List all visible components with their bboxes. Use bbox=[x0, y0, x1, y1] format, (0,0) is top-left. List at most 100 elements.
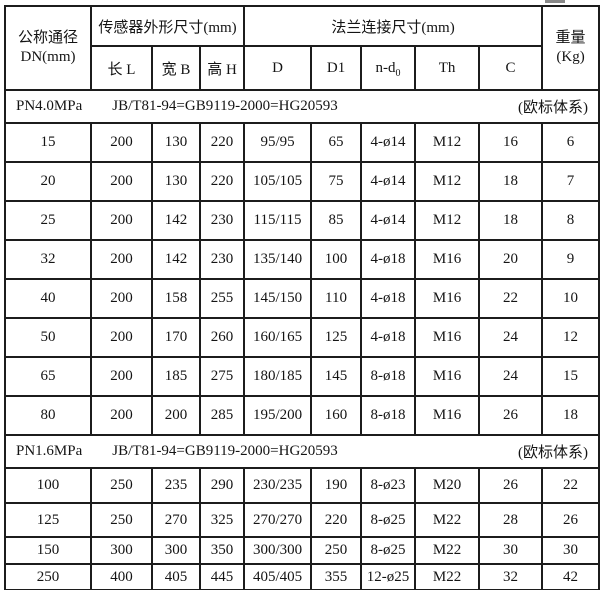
table-cell: 200 bbox=[90, 356, 153, 397]
table-cell: 20 bbox=[4, 161, 92, 202]
table-cell: 100 bbox=[4, 467, 92, 504]
table-cell: M16 bbox=[414, 317, 481, 358]
table-cell: 285 bbox=[198, 395, 246, 436]
table-row: 40 200 158 255 145/150 110 4-ø18 M16 22 10 bbox=[4, 278, 600, 319]
table-cell: 4-ø14 bbox=[360, 122, 417, 163]
table-cell: 7 bbox=[541, 161, 600, 202]
table-cell: 18 bbox=[478, 161, 544, 202]
table-cell: 145 bbox=[310, 356, 363, 397]
header-nominal-diameter-line1: 公称通径 bbox=[17, 30, 78, 46]
table-cell: 160/165 bbox=[243, 317, 313, 358]
table-cell: 275 bbox=[198, 356, 246, 397]
table-row: 80 200 200 285 195/200 160 8-ø18 M16 26 18 bbox=[4, 395, 600, 436]
table-cell: 8-ø23 bbox=[360, 467, 417, 504]
table-cell: 80 bbox=[4, 395, 92, 436]
table-cell: M22 bbox=[414, 563, 481, 590]
clipped-text-fragment bbox=[545, 0, 565, 3]
table-cell: 125 bbox=[4, 502, 92, 538]
table-row: 32 200 142 230 135/140 100 4-ø18 M16 20 9 bbox=[4, 239, 600, 280]
table-cell: M22 bbox=[414, 502, 481, 538]
table-cell: 8-ø25 bbox=[360, 536, 417, 565]
table-cell: 200 bbox=[90, 239, 153, 280]
table-cell: 405/405 bbox=[243, 563, 313, 590]
header-length-l: 长 L bbox=[90, 45, 153, 91]
table-cell: 200 bbox=[90, 122, 153, 163]
table-cell: 16 bbox=[478, 122, 544, 163]
table-cell: 95/95 bbox=[243, 122, 313, 163]
header-d1: D1 bbox=[310, 45, 363, 91]
table-cell: 142 bbox=[151, 200, 201, 241]
section-cell: PN4.0MPa JB/T81-94=GB9119-2000=HG20593 (欧标… bbox=[3, 89, 600, 124]
table-cell: 200 bbox=[90, 278, 153, 319]
table-cell: 220 bbox=[198, 122, 246, 163]
table-row: 25 200 142 230 115/115 85 4-ø14 M12 18 8 bbox=[4, 200, 600, 241]
table-cell: 115/115 bbox=[243, 200, 313, 241]
table-cell: 4-ø14 bbox=[360, 161, 417, 202]
table-cell: 230/235 bbox=[243, 467, 313, 504]
table-cell: 260 bbox=[198, 317, 246, 358]
header-n-d0: n-d0 bbox=[360, 45, 417, 91]
table-cell: 100 bbox=[310, 239, 363, 280]
table-cell: 125 bbox=[310, 317, 363, 358]
table-cell: 130 bbox=[151, 122, 201, 163]
table-header: 公称通径 DN(mm) 传感器外形尺寸(mm) 法兰连接尺寸(mm) 重量 (K… bbox=[4, 5, 600, 91]
table-cell: 158 bbox=[151, 278, 201, 319]
table-cell: M12 bbox=[414, 200, 481, 241]
standard-reference: JB/T81-94=GB9119-2000=HG20593 bbox=[112, 98, 338, 114]
table-row: 100 250 235 290 230/235 190 8-ø23 M20 26 22 bbox=[4, 467, 600, 504]
header-height-h: 高 H bbox=[198, 45, 246, 91]
table-cell: 270/270 bbox=[243, 502, 313, 538]
table-cell: 220 bbox=[310, 502, 363, 538]
table-cell: M16 bbox=[414, 239, 481, 280]
table-cell: 270 bbox=[151, 502, 201, 538]
table-cell: 200 bbox=[90, 317, 153, 358]
table-row: 65 200 185 275 180/185 145 8-ø18 M16 24 15 bbox=[4, 356, 600, 397]
table-cell: M20 bbox=[414, 467, 481, 504]
table-cell: 26 bbox=[541, 502, 600, 538]
table-cell: 4-ø18 bbox=[360, 239, 417, 280]
table-cell: 8-ø18 bbox=[360, 356, 417, 397]
table-cell: M16 bbox=[414, 356, 481, 397]
header-n-d0-main: n-d bbox=[375, 59, 396, 76]
table-cell: M16 bbox=[414, 278, 481, 319]
table-cell: 85 bbox=[310, 200, 363, 241]
table-cell: 160 bbox=[310, 395, 363, 436]
table-cell: 200 bbox=[90, 395, 153, 436]
header-weight-line2: (Kg) bbox=[556, 49, 585, 65]
table-cell: 4-ø14 bbox=[360, 200, 417, 241]
header-sensor-dimensions-group: 传感器外形尺寸(mm) bbox=[89, 5, 246, 47]
table-cell: 300 bbox=[90, 536, 153, 565]
table-cell: 26 bbox=[478, 467, 544, 504]
table-row: 125 250 270 325 270/270 220 8-ø25 M22 28 26 bbox=[4, 502, 600, 538]
table-cell: 42 bbox=[541, 563, 600, 590]
table-cell: 200 bbox=[90, 161, 153, 202]
table-cell: 8 bbox=[541, 200, 600, 241]
table-cell: 405 bbox=[151, 563, 201, 590]
header-weight: 重量 (Kg) bbox=[541, 5, 600, 91]
table-row: 20 200 130 220 105/105 75 4-ø14 M12 18 7 bbox=[4, 161, 600, 202]
table-cell: 235 bbox=[151, 467, 201, 504]
table-cell: 150 bbox=[4, 536, 92, 565]
standard-system-note: (欧标体系) bbox=[518, 100, 589, 116]
table-cell: 75 bbox=[310, 161, 363, 202]
section-cell: PN1.6MPa JB/T81-94=GB9119-2000=HG20593 (欧标… bbox=[3, 434, 600, 469]
table-cell: 190 bbox=[310, 467, 363, 504]
table-cell: 255 bbox=[198, 278, 246, 319]
table-cell: 145/150 bbox=[243, 278, 313, 319]
table-cell: 28 bbox=[478, 502, 544, 538]
table-cell: M16 bbox=[414, 395, 481, 436]
table-cell: 15 bbox=[4, 122, 92, 163]
table-cell: 8-ø25 bbox=[360, 502, 417, 538]
table-cell: 220 bbox=[198, 161, 246, 202]
table-body: PN4.0MPa JB/T81-94=GB9119-2000=HG20593 (欧标… bbox=[3, 89, 600, 590]
table-cell: 250 bbox=[90, 467, 153, 504]
header-c: C bbox=[478, 45, 544, 91]
table-cell: 15 bbox=[541, 356, 600, 397]
table-cell: 32 bbox=[478, 563, 544, 590]
standard-reference: JB/T81-94=GB9119-2000=HG20593 bbox=[112, 443, 338, 459]
table-cell: 22 bbox=[541, 467, 600, 504]
table-row: 150 300 300 350 300/300 250 8-ø25 M22 30 30 bbox=[4, 536, 600, 565]
table-cell: 230 bbox=[198, 239, 246, 280]
table-cell: 180/185 bbox=[243, 356, 313, 397]
table-cell: 400 bbox=[90, 563, 153, 590]
